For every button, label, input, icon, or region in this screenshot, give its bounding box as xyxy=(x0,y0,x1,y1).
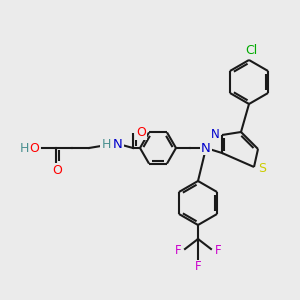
Text: N: N xyxy=(211,128,219,142)
Text: O: O xyxy=(136,127,146,140)
Text: N: N xyxy=(201,142,211,154)
Text: F: F xyxy=(175,244,181,256)
Text: H: H xyxy=(101,139,111,152)
Text: O: O xyxy=(52,164,62,178)
Text: H: H xyxy=(19,142,29,154)
Text: N: N xyxy=(113,139,123,152)
Text: S: S xyxy=(258,161,266,175)
Text: F: F xyxy=(215,244,221,256)
Text: O: O xyxy=(29,142,39,154)
Text: F: F xyxy=(195,260,201,274)
Text: Cl: Cl xyxy=(245,44,257,58)
